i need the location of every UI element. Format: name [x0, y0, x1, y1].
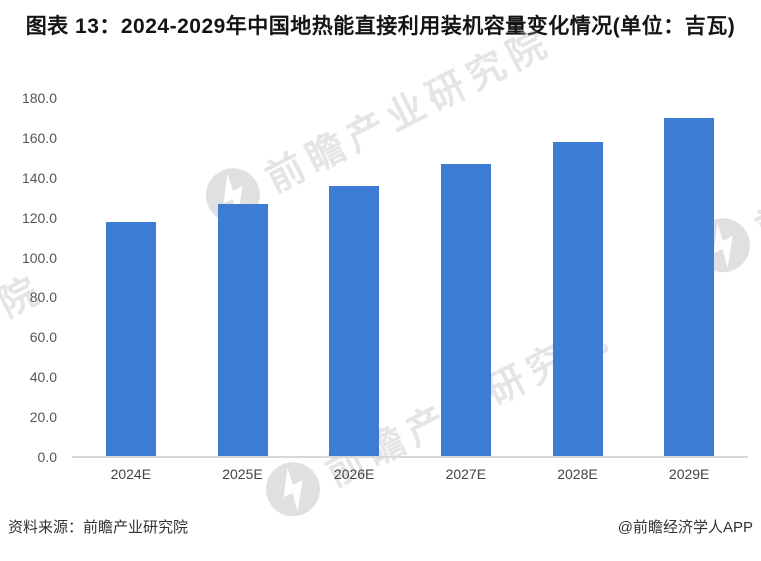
y-tick-label: 140.0 [21, 169, 57, 186]
y-tick-label: 40.0 [29, 369, 57, 386]
bar [664, 117, 715, 457]
y-tick-label: 0.0 [37, 449, 57, 465]
chart-title: 图表 13：2024-2029年中国地热能直接利用装机容量变化情况(单位：吉瓦) [25, 15, 736, 38]
y-tick-label: 20.0 [29, 409, 57, 426]
app-credit: @前瞻经济学人APP [617, 519, 753, 536]
y-tick-label: 60.0 [29, 329, 57, 346]
bar [440, 163, 491, 457]
watermark-text: 前瞻产业研究院 [749, 70, 761, 251]
y-tick-label: 80.0 [29, 289, 57, 306]
bar [329, 185, 380, 457]
x-tick-label: 2025E [222, 466, 263, 482]
x-tick-label: 2028E [557, 466, 598, 482]
lightning-bolt-icon [265, 462, 320, 517]
source-note: 资料来源：前瞻产业研究院 [8, 519, 189, 536]
x-tick-label: 2026E [333, 466, 375, 482]
y-tick-label: 120.0 [21, 209, 57, 226]
bar [217, 203, 268, 457]
y-tick-label: 160.0 [21, 129, 57, 146]
x-tick-label: 2024E [110, 466, 152, 482]
bar [552, 141, 603, 457]
x-tick-label: 2027E [445, 466, 487, 482]
bar [105, 221, 156, 457]
x-axis-line [72, 456, 748, 458]
y-tick-label: 180.0 [21, 90, 57, 106]
y-tick-label: 100.0 [21, 249, 57, 266]
x-tick-label: 2029E [668, 466, 710, 482]
